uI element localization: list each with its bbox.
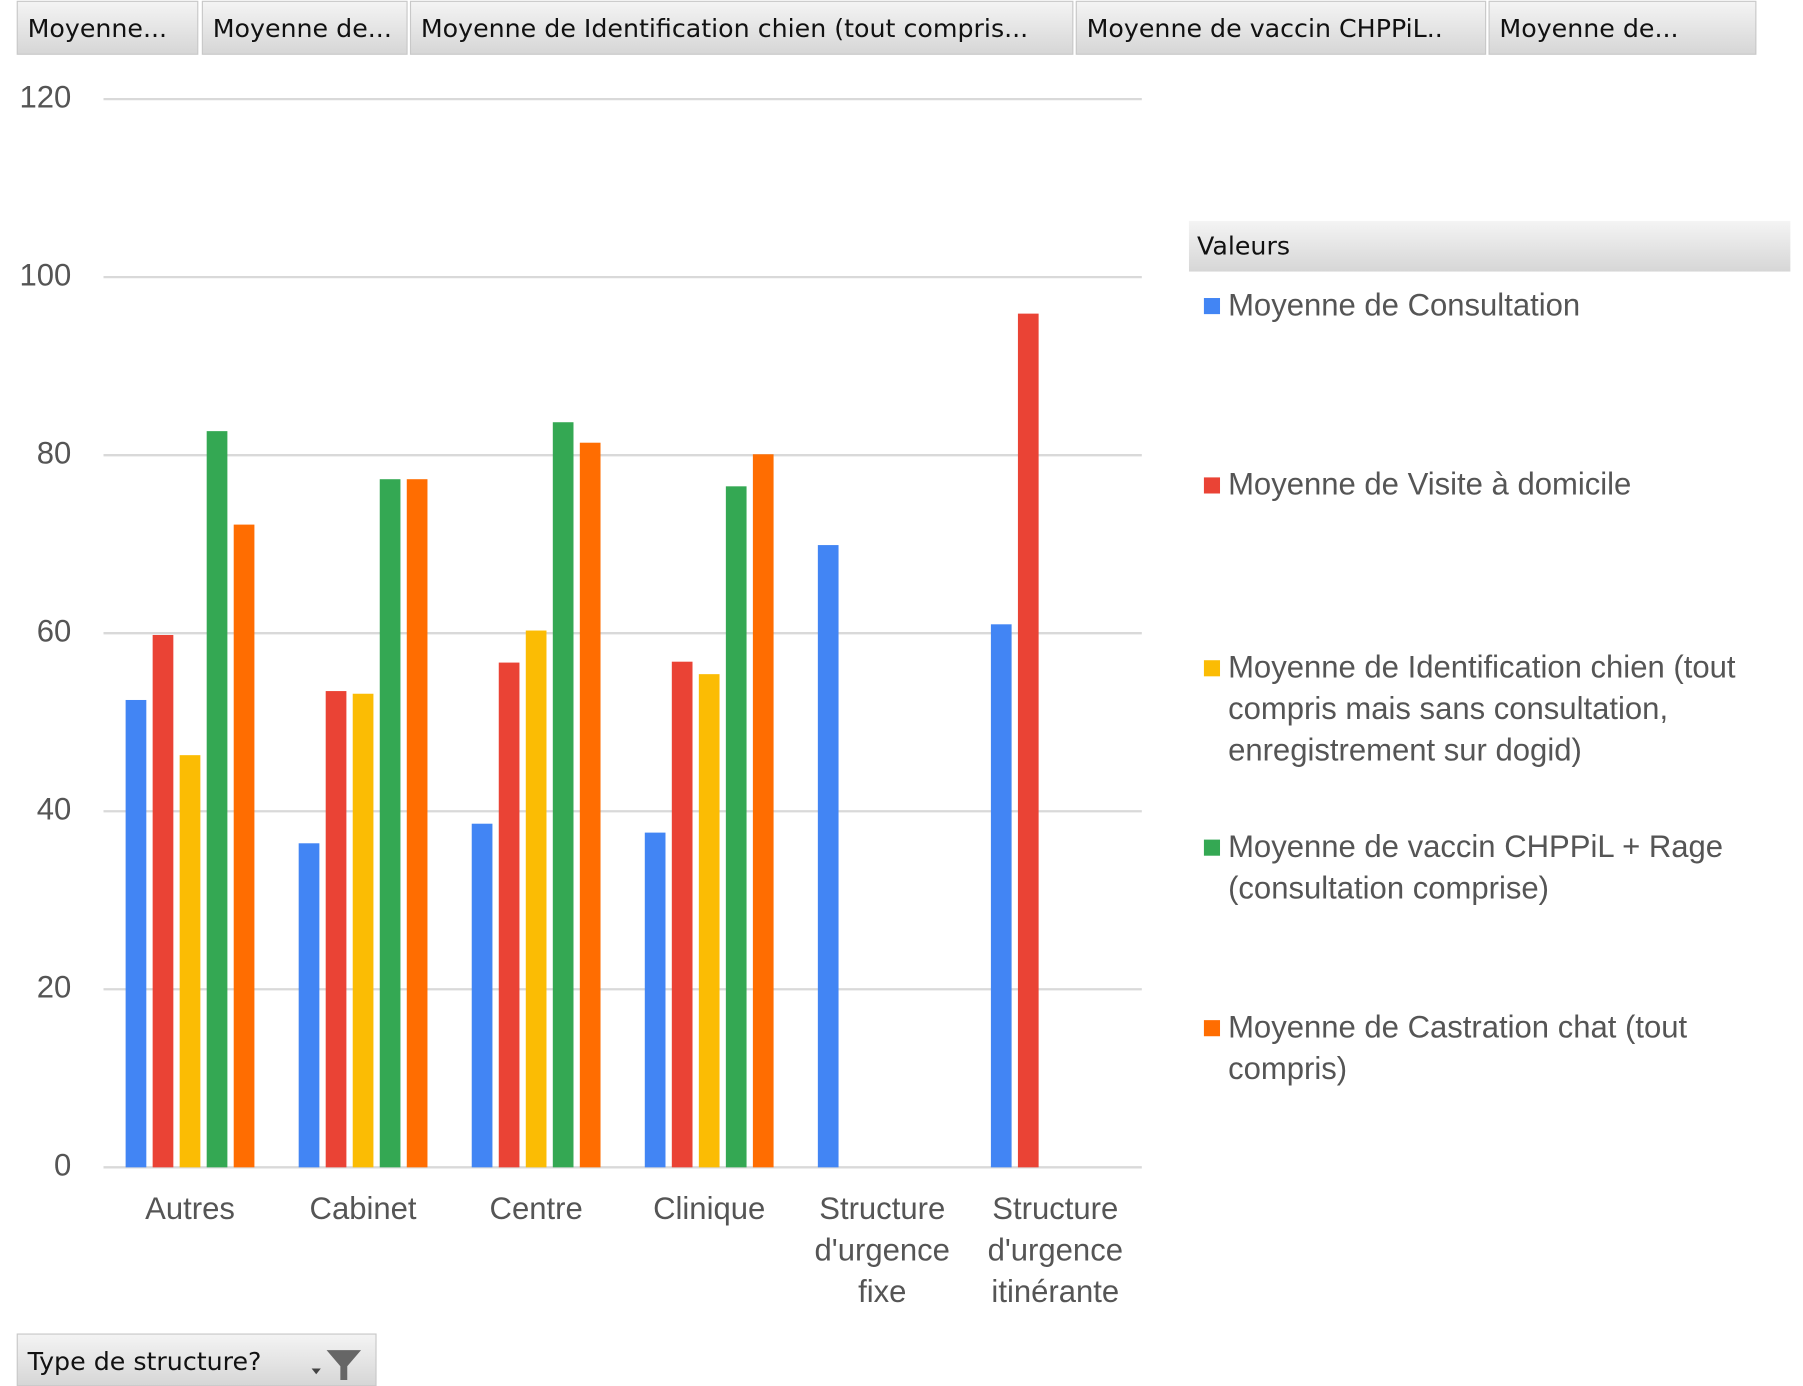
legend-marker (1203, 1020, 1221, 1037)
legend-label-box: Moyenne de vaccin CHPPiL + Rage (consult… (1228, 829, 1724, 906)
y-tick-label: 100 (20, 257, 72, 292)
legend-label: Moyenne de Consultation (1228, 287, 1581, 323)
filter-arrow (311, 1368, 321, 1375)
y-tick-label: 40 (37, 791, 72, 826)
x-tick-label: Centre (489, 1191, 583, 1226)
legend-label-box: Moyenne de Identification chien (tout co… (1228, 649, 1736, 768)
legend-marker (1203, 477, 1221, 494)
bar (752, 454, 774, 1168)
bar (379, 479, 401, 1168)
field-button[interactable] (1488, 0, 1757, 55)
legend-label: Moyenne de Castration chat (tout compris… (1228, 1009, 1688, 1086)
field-button-label: Moyenne de... (1499, 14, 1678, 43)
bar (352, 693, 374, 1168)
x-tick-label-box: Structure d'urgence itinérante (987, 1191, 1123, 1309)
x-tick-label-box: Structure d'urgence fixe (814, 1191, 950, 1309)
bar (817, 545, 839, 1168)
bar (552, 422, 574, 1168)
field-button[interactable] (16, 0, 199, 55)
legend-title: Valeurs (1197, 231, 1290, 260)
field-button[interactable] (201, 0, 408, 55)
bar (644, 832, 666, 1168)
field-button-label: Moyenne de Identification chien (tout co… (421, 14, 1028, 43)
filter-button[interactable] (16, 1333, 377, 1386)
y-tick-label: 80 (37, 435, 72, 470)
bar (579, 442, 601, 1168)
x-tick-label: Structure d'urgence itinérante (987, 1191, 1123, 1309)
x-tick-label-box: Autres (145, 1191, 235, 1226)
x-tick-label-box: Clinique (653, 1191, 766, 1226)
bar (325, 691, 347, 1168)
field-button-label: Moyenne... (28, 14, 168, 43)
bar (698, 674, 720, 1168)
x-tick-label: Structure d'urgence fixe (814, 1191, 950, 1309)
y-tick-label: 20 (37, 969, 72, 1004)
legend-label: Moyenne de Identification chien (tout co… (1228, 649, 1736, 768)
bar (725, 486, 747, 1168)
bar (233, 524, 255, 1168)
legend-marker (1203, 298, 1221, 315)
bar (179, 755, 201, 1168)
bar (152, 634, 174, 1168)
bar (406, 479, 428, 1168)
y-tick-label: 0 (54, 1148, 71, 1183)
legend-marker (1203, 839, 1221, 856)
x-tick-label: Autres (145, 1191, 235, 1226)
legend-label-box: Moyenne de Castration chat (tout compris… (1228, 1009, 1688, 1086)
field-button[interactable] (409, 0, 1074, 55)
x-tick-label: Cabinet (309, 1191, 417, 1226)
bar (525, 630, 547, 1168)
bar (471, 823, 493, 1168)
y-tick-label: 120 (20, 79, 72, 114)
x-tick-label-box: Cabinet (309, 1191, 417, 1226)
bar (298, 843, 320, 1168)
filter-icon (326, 1350, 362, 1381)
legend-label-box: Moyenne de Visite à domicile (1228, 467, 1632, 502)
legend-marker (1203, 660, 1221, 677)
x-tick-label: Clinique (653, 1191, 766, 1226)
bar (671, 661, 693, 1168)
bar (990, 624, 1012, 1168)
field-button[interactable] (1075, 0, 1487, 55)
legend-label: Moyenne de vaccin CHPPiL + Rage (consult… (1228, 829, 1724, 906)
bar (1017, 313, 1039, 1168)
filter-button-label: Type de structure? (27, 1347, 262, 1376)
bar (125, 699, 147, 1168)
legend-label: Moyenne de Visite à domicile (1228, 467, 1632, 502)
bar (498, 662, 520, 1168)
x-tick-label-box: Centre (489, 1191, 583, 1226)
field-button-label: Moyenne de... (213, 14, 392, 43)
y-tick-label: 60 (37, 613, 72, 648)
field-button-label: Moyenne de vaccin CHPPiL.. (1087, 14, 1443, 43)
legend-label-box: Moyenne de Consultation (1228, 287, 1581, 323)
bar (206, 431, 228, 1168)
legend-title-bg (1188, 220, 1791, 272)
